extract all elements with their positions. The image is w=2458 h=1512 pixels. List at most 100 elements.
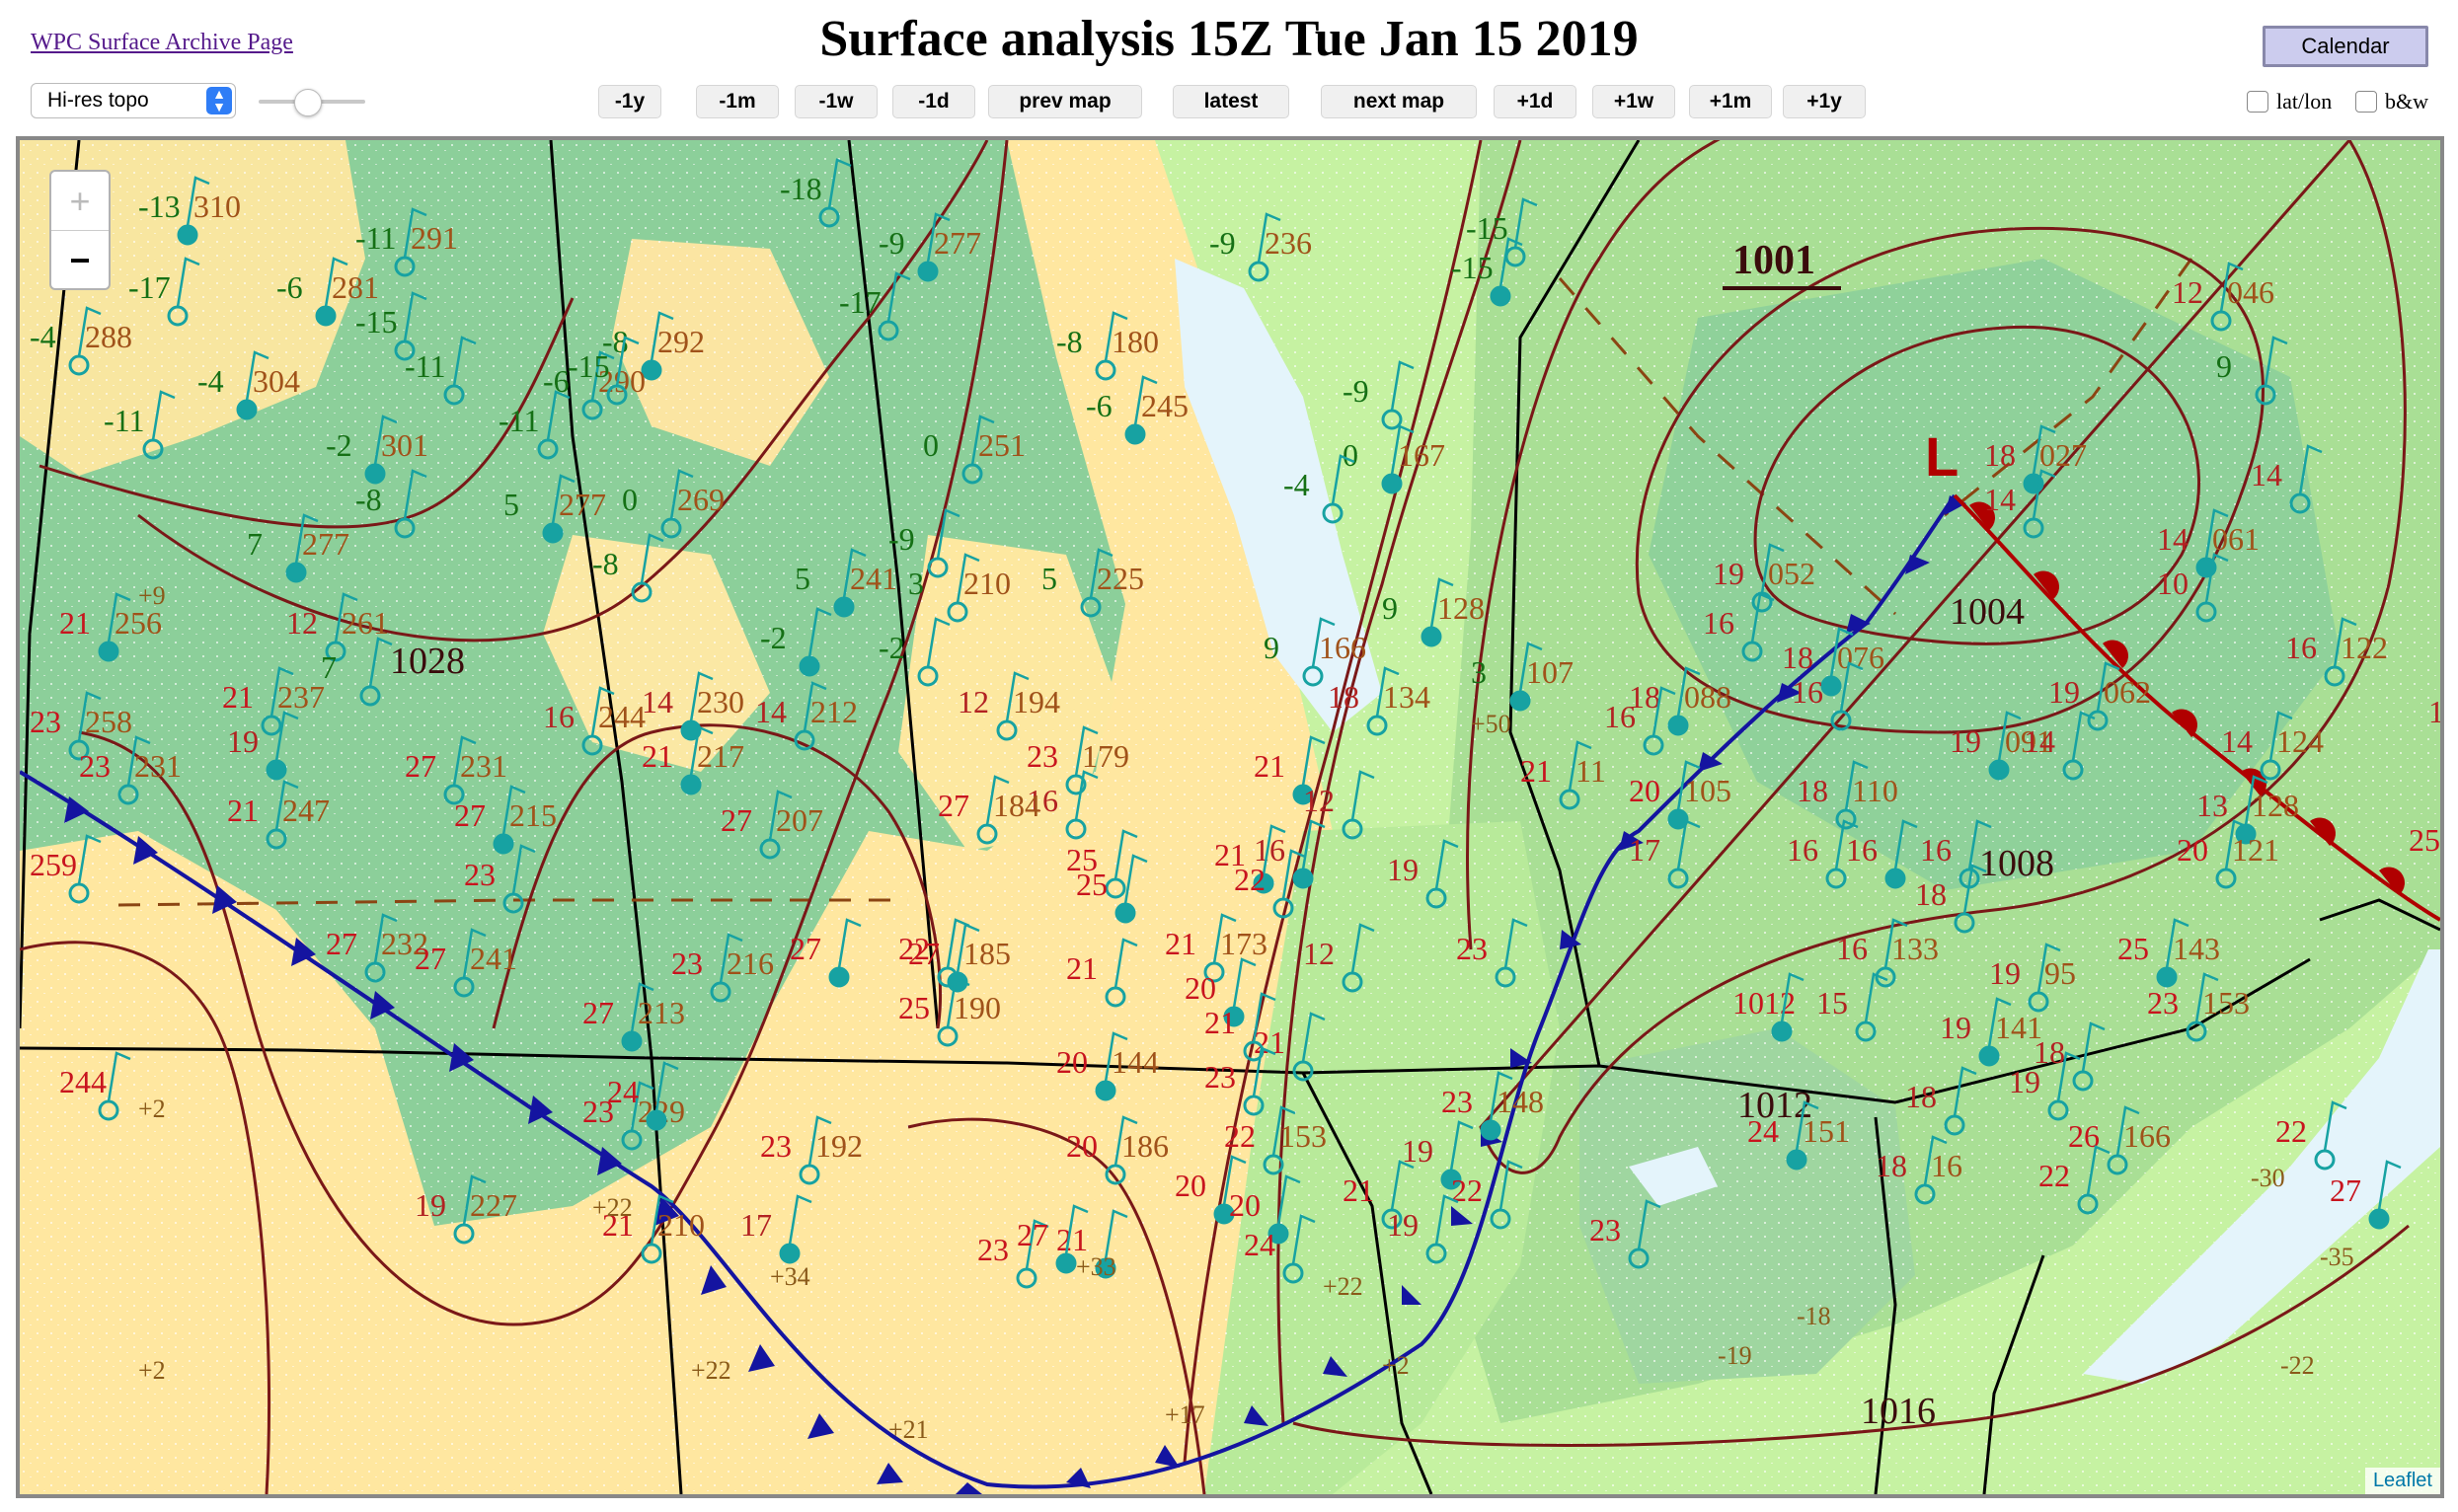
station-plot[interactable]: 15 [1816, 972, 1888, 1042]
surface-analysis-map[interactable]: L 1001 1004 1008 1012 1016 1028 -13 310-1… [20, 140, 2440, 1494]
station-plot[interactable]: 9 [2216, 336, 2288, 406]
station-plot[interactable]: 1012 [1732, 972, 1805, 1042]
station-plot[interactable]: 21 217 [642, 725, 744, 795]
prev-map-button[interactable]: prev map [988, 85, 1142, 118]
map-attribution[interactable]: Leaflet [2364, 1468, 2440, 1494]
station-plot[interactable]: 5 225 [1041, 548, 1144, 618]
station-plot[interactable]: -11 [499, 390, 571, 460]
station-plot[interactable]: 23 216 [671, 933, 774, 1003]
station-plot[interactable]: 14 061 [2157, 508, 2260, 578]
station-plot[interactable]: 17 [740, 1194, 812, 1264]
station-plot[interactable]: -9 236 [1209, 212, 1312, 282]
station-plot[interactable]: 27 [1017, 1204, 1089, 1274]
station-plot[interactable]: -11 [104, 390, 176, 460]
back-1-month-button[interactable]: -1m [696, 85, 779, 118]
station-plot[interactable]: 25 190 [898, 977, 1001, 1047]
station-plot[interactable]: 16 133 [1836, 918, 1939, 988]
station-plot[interactable]: -2 301 [326, 415, 428, 485]
station-plot[interactable]: -15 [568, 336, 640, 406]
station-plot[interactable]: 16 [1604, 686, 1676, 756]
station-plot[interactable]: 16 [1254, 819, 1326, 889]
station-plot[interactable]: -15 [1451, 237, 1523, 307]
latlon-checkbox[interactable]: lat/lon [2247, 89, 2332, 114]
station-plot[interactable]: 21 256 [59, 592, 162, 662]
station-plot[interactable]: 20 [1185, 957, 1257, 1027]
station-plot[interactable]: 14 230 [642, 671, 744, 741]
station-plot[interactable]: 16 [1792, 661, 1864, 731]
checkbox-box[interactable] [2355, 91, 2377, 113]
station-plot[interactable]: 27 241 [415, 928, 517, 998]
station-plot[interactable]: 12 [1303, 923, 1375, 993]
station-plot[interactable]: 24 [607, 1061, 679, 1131]
station-plot[interactable]: 9 166 [1264, 617, 1366, 687]
station-plot[interactable]: 5 241 [795, 548, 897, 618]
station-plot[interactable]: 19 [227, 711, 299, 781]
station-plot[interactable]: -6 281 [276, 257, 379, 327]
station-plot[interactable]: -4 304 [197, 350, 300, 420]
station-plot[interactable]: 27 213 [582, 982, 685, 1052]
station-plot[interactable]: -15 [1466, 197, 1538, 267]
station-plot[interactable]: 16 [1703, 592, 1775, 662]
station-plot[interactable]: 21 173 [1165, 913, 1267, 983]
station-plot[interactable]: 25 143 [2117, 918, 2220, 988]
calendar-button[interactable]: Calendar [2263, 26, 2428, 67]
station-plot[interactable]: 22 153 [1224, 1105, 1327, 1175]
station-plot[interactable]: 25 [1066, 829, 1138, 899]
station-plot[interactable]: 17 [1629, 819, 1701, 889]
station-plot[interactable]: 7 [321, 637, 393, 707]
station-plot[interactable]: 0 167 [1343, 424, 1445, 494]
station-plot[interactable]: 16 122 [2285, 617, 2388, 687]
station-plot[interactable]: 21 [1214, 824, 1286, 894]
station-plot[interactable]: 14 [2251, 444, 2323, 514]
forward-1-year-button[interactable]: +1y [1783, 85, 1866, 118]
forward-1-month-button[interactable]: +1m [1689, 85, 1772, 118]
station-plot[interactable]: -8 [355, 469, 427, 539]
back-1-week-button[interactable]: -1w [795, 85, 878, 118]
station-plot[interactable]: 22 [898, 918, 970, 988]
station-plot[interactable]: 5 277 [503, 474, 606, 544]
station-plot[interactable]: 20 [1229, 1174, 1301, 1245]
next-map-button[interactable]: next map [1321, 85, 1477, 118]
station-plot[interactable]: 14 212 [755, 681, 858, 751]
station-plot[interactable]: 12 [1303, 770, 1375, 840]
station-plot[interactable]: -17 [839, 271, 911, 341]
station-plot[interactable]: 27 185 [908, 923, 1011, 993]
station-plot[interactable]: 259 [30, 834, 102, 904]
station-plot[interactable]: 18 134 [1328, 666, 1430, 736]
station-plot[interactable]: 23 231 [79, 735, 182, 805]
station-plot[interactable]: 18 088 [1629, 666, 1731, 736]
station-plot[interactable]: -13 310 [138, 176, 241, 246]
station-plot[interactable]: 21 210 [602, 1194, 705, 1264]
station-plot[interactable]: 19 [1402, 1120, 1474, 1190]
station-plot[interactable]: 19 141 [1940, 997, 2042, 1067]
station-plot[interactable]: -4 [1283, 454, 1355, 524]
station-plot[interactable]: 19 95 [1989, 943, 2076, 1013]
station-plot[interactable]: 19 052 [1713, 543, 1815, 613]
station-plot[interactable]: -9 [1343, 360, 1415, 430]
station-plot[interactable]: 19 [1387, 1194, 1459, 1264]
station-plot[interactable]: 12 261 [286, 592, 389, 662]
station-plot[interactable]: 16 [1027, 770, 1099, 840]
station-plot[interactable]: 23 [1204, 1046, 1276, 1116]
station-plot[interactable]: 19 227 [415, 1174, 517, 1245]
station-plot[interactable]: 16 244 [543, 686, 646, 756]
map-container[interactable]: L 1001 1004 1008 1012 1016 1028 -13 310 -1… [16, 136, 2444, 1498]
slider-thumb[interactable] [294, 89, 322, 116]
station-plot[interactable]: 244 [59, 1051, 131, 1121]
station-plot[interactable]: 3 210 [908, 553, 1011, 623]
station-plot[interactable]: -11 [405, 336, 477, 406]
checkbox-box[interactable] [2247, 91, 2268, 113]
low-pressure-marker[interactable]: L [1925, 425, 1959, 488]
forward-1-day-button[interactable]: +1d [1494, 85, 1576, 118]
back-1-day-button[interactable]: -1d [892, 85, 975, 118]
zoom-out-button[interactable]: − [69, 239, 91, 280]
station-plot[interactable]: -18 [780, 158, 852, 228]
station-plot[interactable]: 22 [2038, 1145, 2111, 1215]
station-plot[interactable]: 9 128 [1382, 577, 1485, 647]
station-plot[interactable]: 23 [464, 844, 536, 914]
station-plot[interactable]: 18 [1905, 1066, 1977, 1136]
station-plot[interactable]: 13 128 [2196, 775, 2299, 845]
station-plot[interactable]: -6 245 [1086, 375, 1189, 445]
station-plot[interactable]: 10 [2157, 553, 2229, 623]
station-plot[interactable]: -8 [592, 533, 664, 603]
